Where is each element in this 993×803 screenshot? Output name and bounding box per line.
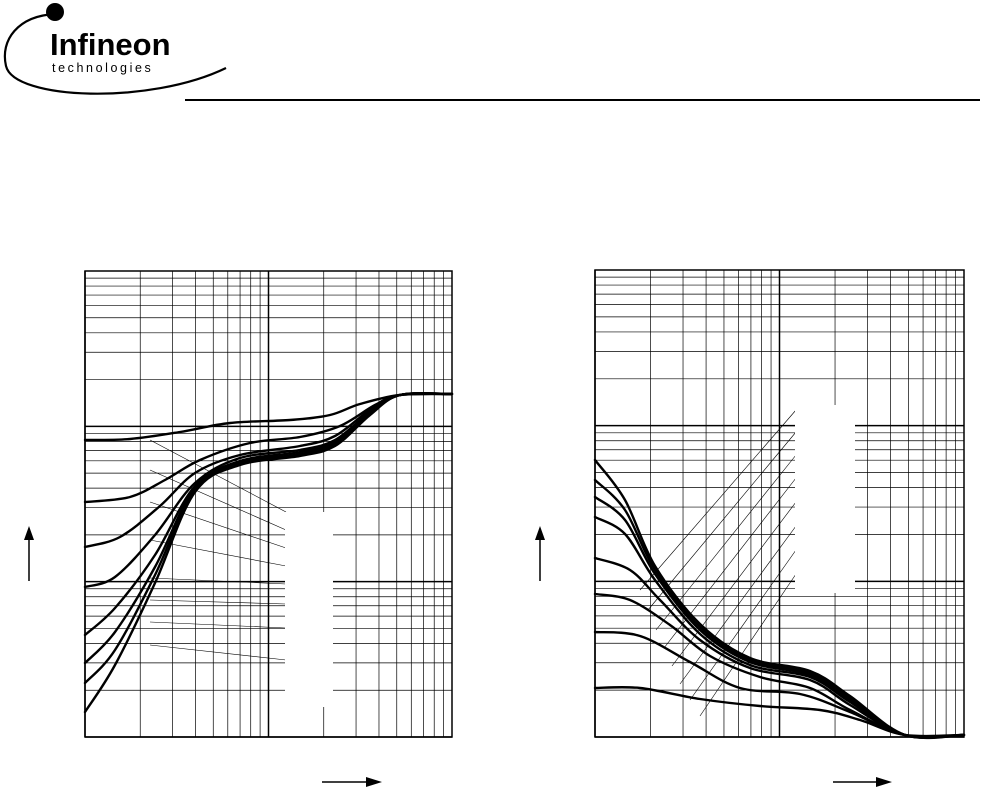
- chart-left-guide-line: [149, 599, 287, 605]
- chart-left-guide-line: [149, 644, 287, 661]
- chart-left-frame: [84, 270, 453, 738]
- chart-left-guide-line: [149, 439, 287, 513]
- chart-left-guide-line: [149, 577, 287, 585]
- chart-right-guide-line: [663, 477, 797, 649]
- chart-right-label-box: [795, 405, 855, 593]
- infineon-logo: Infineon technologies: [3, 3, 227, 95]
- x-axis-arrow-left: [322, 777, 382, 787]
- chart-left-curve: [83, 391, 454, 714]
- chart-left-guide-line: [149, 469, 287, 531]
- chart-right-frame: [594, 269, 965, 738]
- chart-right-curve: [593, 458, 966, 740]
- chart-right-guide-line: [689, 549, 797, 701]
- chart-left-grid: [84, 271, 452, 738]
- chart-right-guide-line: [699, 573, 797, 717]
- chart-left-guides: [149, 439, 287, 661]
- logo-tagline: technologies: [52, 61, 153, 75]
- chart-right-guide-line: [647, 431, 797, 611]
- chart-left: [83, 270, 454, 738]
- header-rule: [185, 99, 980, 101]
- logo-wordmark: Infineon: [50, 27, 171, 62]
- chart-left-guide-line: [149, 539, 287, 567]
- chart-right-guide-line: [671, 501, 797, 667]
- y-axis-arrow-right: [535, 526, 545, 581]
- chart-right-guide-line: [639, 409, 797, 591]
- chart-right-curves: [593, 458, 966, 740]
- x-axis-arrow-right: [833, 777, 892, 787]
- chart-left-curve: [83, 392, 454, 442]
- chart-right: [593, 269, 966, 740]
- chart-left-label-box: [285, 512, 333, 707]
- chart-left-curves: [83, 391, 454, 714]
- chart-left-guide-line: [149, 621, 287, 629]
- chart-right-guide-line: [679, 525, 797, 685]
- y-axis-arrow-left: [24, 526, 34, 581]
